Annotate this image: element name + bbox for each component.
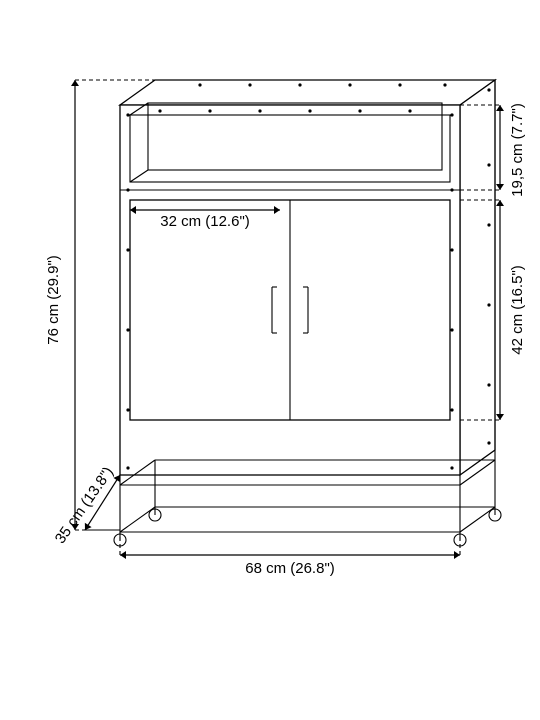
dim-door_width: 32 cm (12.6") [160, 213, 250, 230]
dim-door_height: 42 cm (16.5") [509, 265, 526, 355]
cabinet-diagram [114, 80, 501, 546]
dim-shelf_height: 19,5 cm (7.7") [509, 103, 526, 197]
dim-width_total: 68 cm (26.8") [245, 560, 335, 577]
dim-depth: 35 cm (13.8") [52, 464, 117, 547]
dim-height_total: 76 cm (29.9") [45, 255, 62, 345]
